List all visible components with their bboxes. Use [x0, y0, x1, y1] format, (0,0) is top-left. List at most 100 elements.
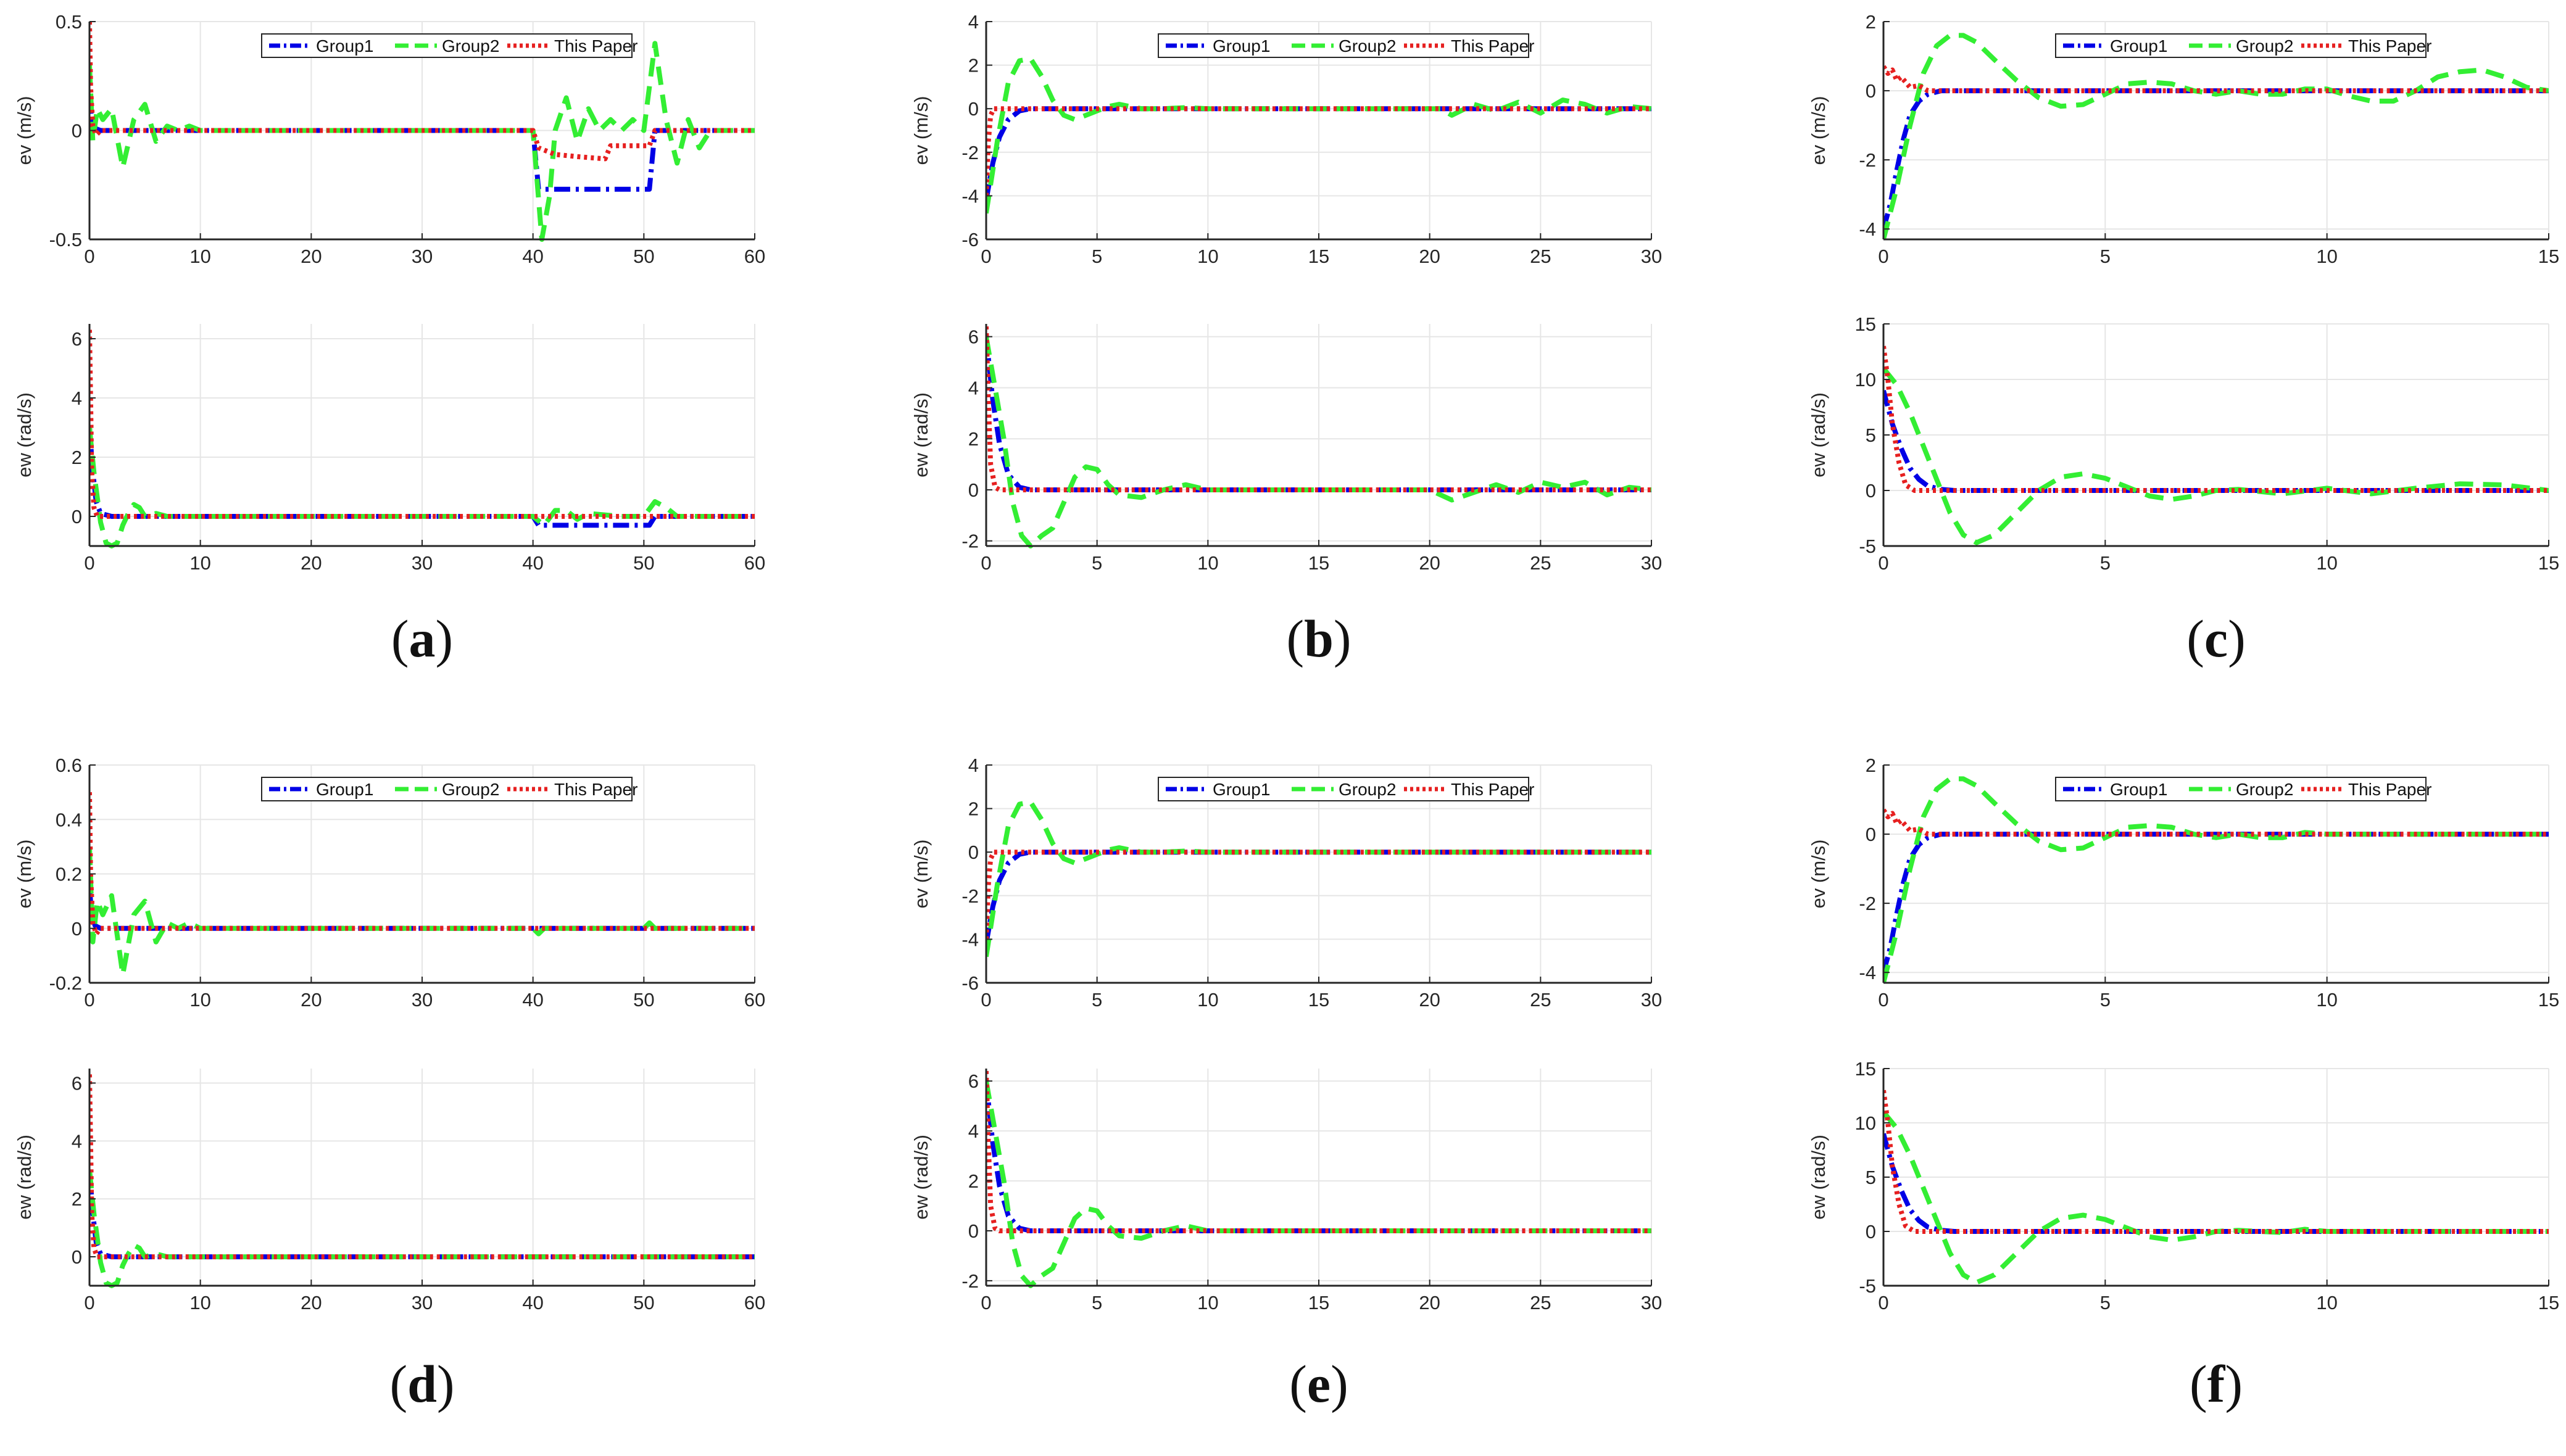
y-tick-label: 0	[968, 1220, 979, 1242]
y-tick-label: 15	[1855, 313, 1876, 335]
series-line-group2	[89, 1169, 755, 1288]
x-tick-label: 30	[412, 989, 433, 1011]
y-tick-label: 0	[1866, 1221, 1876, 1243]
y-tick-label: 2	[72, 1188, 82, 1210]
x-tick-label: 15	[2538, 989, 2559, 1011]
x-tick-label: 20	[301, 1292, 322, 1313]
y-tick-label: 0.6	[56, 755, 82, 776]
y-tick-label: 5	[1866, 424, 1876, 446]
legend-label: This Paper	[2348, 780, 2431, 799]
legend-label: This Paper	[554, 36, 637, 56]
x-tick-label: 0	[84, 552, 94, 574]
y-tick-label: -2	[1859, 149, 1876, 171]
x-tick-label: 5	[1092, 552, 1102, 574]
y-tick-label: 6	[968, 326, 979, 348]
series-line-group1	[89, 97, 755, 192]
legend-label: Group2	[2236, 36, 2293, 56]
y-tick-label: 0	[72, 918, 82, 940]
x-tick-label: 25	[1530, 246, 1551, 267]
x-tick-label: 5	[2100, 246, 2111, 267]
x-tick-label: 10	[2316, 1292, 2337, 1313]
x-tick-label: 15	[1308, 552, 1329, 574]
x-tick-label: 60	[744, 246, 765, 267]
x-tick-label: 0	[84, 246, 94, 267]
legend: Group1 Group2 This Paper	[1158, 777, 1534, 801]
x-tick-label: 30	[1641, 552, 1662, 574]
y-tick-label: 10	[1855, 369, 1876, 391]
y-tick-label: -2	[961, 1270, 979, 1292]
x-tick-label: 50	[633, 246, 654, 267]
x-tick-label: 0	[1878, 1292, 1888, 1313]
legend-label: This Paper	[554, 780, 637, 799]
y-axis-label: ew (rad/s)	[14, 1135, 35, 1220]
series-line-group1	[986, 1080, 1651, 1233]
legend-label: Group2	[442, 36, 499, 56]
y-tick-label: 4	[968, 11, 979, 33]
x-tick-label: 10	[189, 989, 210, 1011]
y-axis-label: ew (rad/s)	[910, 1135, 932, 1220]
x-tick-label: 30	[412, 246, 433, 267]
legend-box	[2055, 33, 2427, 58]
y-axis-label: ew (rad/s)	[1808, 392, 1829, 478]
x-tick-label: 10	[189, 552, 210, 574]
y-tick-label: -0.5	[49, 229, 82, 250]
y-tick-label: -2	[961, 885, 979, 907]
series-line-group1	[986, 850, 1651, 945]
panel-label-f: (f)	[2190, 1354, 2243, 1413]
x-tick-label: 40	[522, 552, 543, 574]
legend-label: Group1	[1213, 780, 1270, 799]
x-tick-label: 25	[1530, 989, 1551, 1011]
series-line-group2	[1883, 1110, 2549, 1285]
x-tick-label: 60	[744, 989, 765, 1011]
series-line-group1	[1883, 389, 2549, 493]
y-tick-label: -6	[961, 972, 979, 994]
x-tick-label: 0	[84, 1292, 94, 1313]
x-tick-label: 20	[1419, 1292, 1440, 1313]
x-tick-label: 10	[189, 246, 210, 267]
series-line-group1	[1883, 88, 2549, 230]
y-tick-label: 15	[1855, 1058, 1876, 1080]
x-tick-label: 0	[981, 1292, 991, 1313]
plot-d-ew: 0 10 20 30 40 50 60 0 2 4 6 ew (rad/s)	[14, 1069, 765, 1313]
legend-label: Group1	[316, 36, 373, 56]
x-tick-label: 50	[633, 1292, 654, 1313]
legend-box	[261, 33, 633, 58]
x-tick-label: 5	[1092, 1292, 1102, 1313]
x-tick-label: 30	[412, 1292, 433, 1313]
y-tick-label: -4	[1859, 218, 1876, 240]
y-tick-label: 2	[968, 428, 979, 450]
y-tick-label: 2	[72, 447, 82, 468]
y-tick-label: 0	[1866, 80, 1876, 102]
y-tick-label: -4	[961, 185, 979, 207]
series-line-group1	[986, 106, 1651, 201]
plot-a-ew: 0 10 20 30 40 50 60 0 2 4 6 ew (rad/s)	[14, 324, 765, 574]
series-line-this-paper	[1883, 65, 2549, 94]
x-tick-label: 50	[633, 989, 654, 1011]
x-tick-label: 40	[522, 1292, 543, 1313]
x-tick-label: 10	[189, 1292, 210, 1313]
legend-label: Group2	[442, 780, 499, 799]
x-tick-label: 10	[2316, 989, 2337, 1011]
legend-label: Group1	[316, 780, 373, 799]
y-tick-label: -5	[1859, 1275, 1876, 1297]
y-tick-label: 2	[968, 1170, 979, 1192]
y-tick-label: -4	[1859, 962, 1876, 983]
legend-box	[2055, 777, 2427, 801]
series-line-group1	[89, 427, 755, 528]
x-tick-label: 10	[1197, 246, 1218, 267]
y-tick-label: 2	[968, 55, 979, 77]
y-axis-label: ev (m/s)	[14, 840, 35, 909]
x-tick-label: 20	[301, 989, 322, 1011]
y-tick-label: 0	[72, 506, 82, 527]
x-tick-label: 10	[1197, 1292, 1218, 1313]
y-tick-label: 0	[72, 1246, 82, 1268]
plot-f-ev: 0 5 10 15 -4 -2 0 2 ev (m/s) Group1 Group2 This Pap…	[1808, 755, 2559, 1011]
legend-label: Group1	[1213, 36, 1270, 56]
series-line-group1	[986, 336, 1651, 492]
series-line-group2	[986, 336, 1651, 548]
y-tick-label: -0.2	[49, 972, 82, 994]
